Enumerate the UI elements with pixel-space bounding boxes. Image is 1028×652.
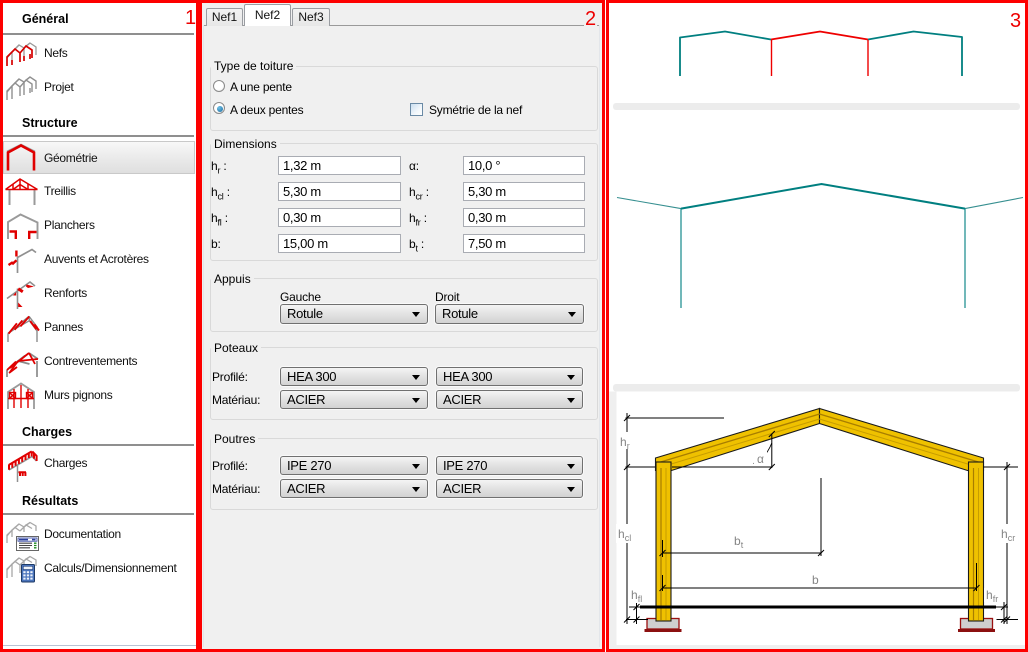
- svg-text:bt: bt: [734, 534, 744, 550]
- svg-text:hfl: hfl: [631, 588, 642, 604]
- svg-text:hr: hr: [620, 435, 630, 451]
- svg-text:α: α: [757, 452, 764, 466]
- svg-text:b: b: [812, 573, 819, 587]
